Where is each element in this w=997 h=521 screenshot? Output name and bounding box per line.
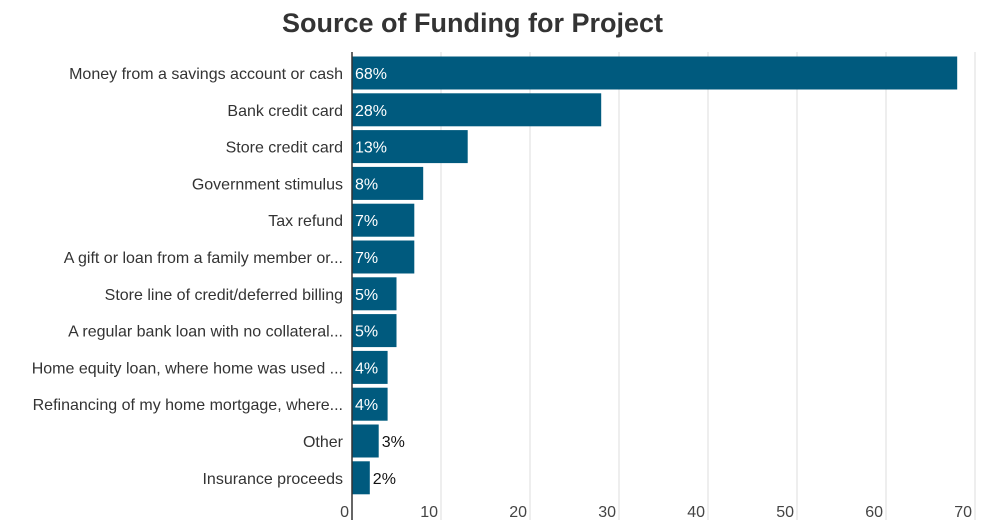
- category-label: Money from a savings account or cash: [69, 66, 343, 83]
- category-label: Home equity loan, where home was used ..…: [32, 360, 343, 377]
- category-label: Government stimulus: [192, 176, 343, 193]
- category-label: Refinancing of my home mortgage, where..…: [33, 397, 343, 414]
- category-label: Store credit card: [226, 140, 343, 157]
- x-tick-label: 50: [776, 504, 794, 521]
- bar: [352, 314, 397, 348]
- x-tick-label: 10: [420, 504, 438, 521]
- data-label: 68%: [355, 66, 387, 83]
- data-label: 7%: [355, 250, 378, 267]
- category-label: Insurance proceeds: [202, 471, 343, 488]
- chart-title: Source of Funding for Project: [281, 8, 663, 38]
- category-label: Other: [303, 434, 344, 451]
- x-tick-label: 30: [598, 504, 616, 521]
- x-tick-label: 60: [865, 504, 883, 521]
- data-label: 5%: [355, 324, 378, 341]
- category-label: A gift or loan from a family member or..…: [64, 250, 343, 267]
- x-tick-label: 40: [687, 504, 705, 521]
- data-label: 28%: [355, 103, 387, 120]
- bar: [352, 240, 415, 274]
- data-label: 5%: [355, 287, 378, 304]
- data-label: 8%: [355, 176, 378, 193]
- data-label: 4%: [355, 397, 378, 414]
- bar: [352, 350, 388, 384]
- category-label: Tax refund: [268, 213, 343, 230]
- data-label: 4%: [355, 360, 378, 377]
- bar: [352, 277, 397, 311]
- bar: [352, 203, 415, 237]
- bar: [352, 424, 379, 458]
- category-label: Store line of credit/deferred billing: [105, 287, 343, 304]
- x-tick-label: 0: [340, 504, 349, 521]
- x-tick-label: 70: [954, 504, 972, 521]
- data-label: 3%: [382, 434, 405, 451]
- bar: [352, 56, 958, 90]
- bar: [352, 130, 468, 164]
- bar: [352, 387, 388, 421]
- bar: [352, 93, 602, 127]
- data-label: 2%: [373, 471, 396, 488]
- category-label: A regular bank loan with no collateral..…: [68, 324, 343, 341]
- bar: [352, 461, 370, 495]
- category-label: Bank credit card: [227, 103, 343, 120]
- data-label: 7%: [355, 213, 378, 230]
- data-label: 13%: [355, 140, 387, 157]
- bar: [352, 166, 424, 200]
- x-tick-label: 20: [509, 504, 527, 521]
